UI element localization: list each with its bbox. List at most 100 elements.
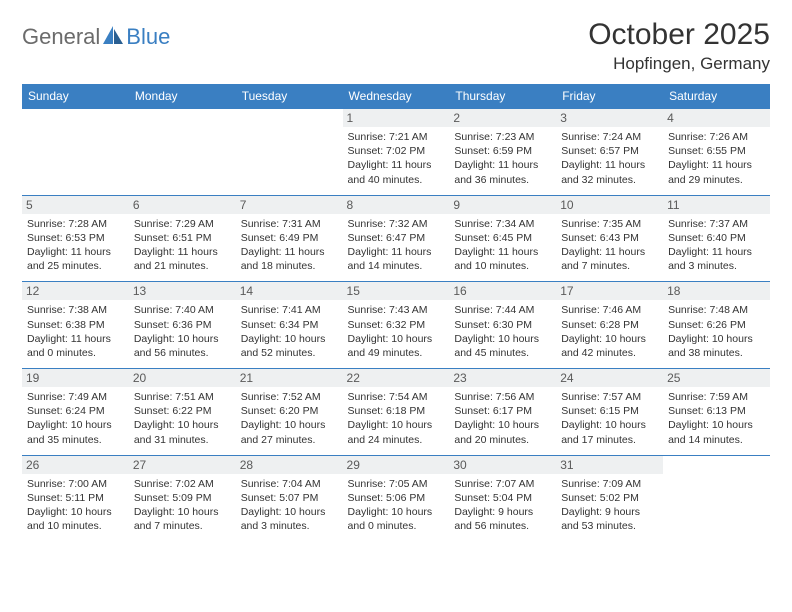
calendar-day-cell: 6 Sunrise: 7:29 AMSunset: 6:51 PMDaylight… [129,195,236,282]
calendar-day-cell: 7Sunrise: 7:31 AMSunset: 6:49 PMDaylight… [236,195,343,282]
calendar-day-cell: 9Sunrise: 7:34 AMSunset: 6:45 PMDaylight… [449,195,556,282]
day-details: Sunrise: 7:48 AMSunset: 6:26 PMDaylight:… [668,303,765,360]
weekday-header: Saturday [663,84,770,109]
day-number: 3 [556,109,663,127]
day-details: Sunrise: 7:24 AMSunset: 6:57 PMDaylight:… [561,130,658,187]
day-details: Sunrise: 7:57 AMSunset: 6:15 PMDaylight:… [561,390,658,447]
day-number: 8 [343,196,450,214]
calendar-day-cell: 23Sunrise: 7:56 AMSunset: 6:17 PMDayligh… [449,369,556,456]
calendar-day-cell: . [22,109,129,196]
calendar-day-cell: 25 Sunrise: 7:59 AMSunset: 6:13 PMDayligh… [663,369,770,456]
calendar-day-cell: 17 Sunrise: 7:46 AMSunset: 6:28 PMDayligh… [556,282,663,369]
calendar-day-cell: 14Sunrise: 7:41 AMSunset: 6:34 PMDayligh… [236,282,343,369]
calendar-day-cell: . [236,109,343,196]
day-number: 19 [22,369,129,387]
day-details: Sunrise: 7:26 AMSunset: 6:55 PMDaylight:… [668,130,765,187]
logo-sail-icon [103,26,123,44]
day-number: 21 [236,369,343,387]
day-number: 26 [22,456,129,474]
day-number: 29 [343,456,450,474]
calendar-day-cell: 16Sunrise: 7:44 AMSunset: 6:30 PMDayligh… [449,282,556,369]
calendar-day-cell: . [129,109,236,196]
calendar-day-cell: 24Sunrise: 7:57 AMSunset: 6:15 PMDayligh… [556,369,663,456]
day-details: Sunrise: 7:29 AMSunset: 6:51 PMDaylight:… [134,217,231,274]
calendar-day-cell: 19 Sunrise: 7:49 AMSunset: 6:24 PMDayligh… [22,369,129,456]
day-details: Sunrise: 7:38 AMSunset: 6:38 PMDaylight:… [27,303,124,360]
month-title: October 2025 [588,18,770,52]
weekday-header: Friday [556,84,663,109]
calendar-week-row: 5 Sunrise: 7:28 AMSunset: 6:53 PMDaylight… [22,195,770,282]
calendar-day-cell: . [663,455,770,541]
day-details: Sunrise: 7:21 AMSunset: 7:02 PMDaylight:… [348,130,445,187]
calendar-week-row: 26 Sunrise: 7:00 AMSunset: 5:11 PMDayligh… [22,455,770,541]
logo-text-general: General [22,24,100,50]
day-details: Sunrise: 7:32 AMSunset: 6:47 PMDaylight:… [348,217,445,274]
header: General Blue October 2025 Hopfingen, Ger… [22,18,770,74]
day-details: Sunrise: 7:46 AMSunset: 6:28 PMDaylight:… [561,303,658,360]
calendar-week-row: ...1Sunrise: 7:21 AMSunset: 7:02 PMDayli… [22,109,770,196]
day-details: Sunrise: 7:00 AMSunset: 5:11 PMDaylight:… [27,477,124,534]
day-details: Sunrise: 7:52 AMSunset: 6:20 PMDaylight:… [241,390,338,447]
day-number: 7 [236,196,343,214]
day-details: Sunrise: 7:35 AMSunset: 6:43 PMDaylight:… [561,217,658,274]
calendar-day-cell: 1 Sunrise: 7:21 AMSunset: 7:02 PMDaylight… [343,109,450,196]
day-number: 27 [129,456,236,474]
day-details: Sunrise: 7:37 AMSunset: 6:40 PMDaylight:… [668,217,765,274]
day-details: Sunrise: 7:49 AMSunset: 6:24 PMDaylight:… [27,390,124,447]
day-number: 15 [343,282,450,300]
day-details: Sunrise: 7:07 AMSunset: 5:04 PMDaylight:… [454,477,551,534]
day-details: Sunrise: 7:04 AMSunset: 5:07 PMDaylight:… [241,477,338,534]
day-number: 23 [449,369,556,387]
day-number: 6 [129,196,236,214]
calendar-day-cell: 20Sunrise: 7:51 AMSunset: 6:22 PMDayligh… [129,369,236,456]
day-details: Sunrise: 7:23 AMSunset: 6:59 PMDaylight:… [454,130,551,187]
day-details: Sunrise: 7:02 AMSunset: 5:09 PMDaylight:… [134,477,231,534]
day-number: 11 [663,196,770,214]
calendar-week-row: 19 Sunrise: 7:49 AMSunset: 6:24 PMDayligh… [22,369,770,456]
day-number: 1 [343,109,450,127]
day-number: 12 [22,282,129,300]
weekday-header: Tuesday [236,84,343,109]
day-number: 20 [129,369,236,387]
calendar-day-cell: 13Sunrise: 7:40 AMSunset: 6:36 PMDayligh… [129,282,236,369]
calendar-day-cell: 10 Sunrise: 7:35 AMSunset: 6:43 PMDayligh… [556,195,663,282]
day-details: Sunrise: 7:28 AMSunset: 6:53 PMDaylight:… [27,217,124,274]
day-details: Sunrise: 7:34 AMSunset: 6:45 PMDaylight:… [454,217,551,274]
calendar-day-cell: 27 Sunrise: 7:02 AMSunset: 5:09 PMDayligh… [129,455,236,541]
day-number: 5 [22,196,129,214]
weekday-header: Monday [129,84,236,109]
day-details: Sunrise: 7:59 AMSunset: 6:13 PMDaylight:… [668,390,765,447]
calendar-day-cell: 26 Sunrise: 7:00 AMSunset: 5:11 PMDayligh… [22,455,129,541]
calendar-day-cell: 15 Sunrise: 7:43 AMSunset: 6:32 PMDayligh… [343,282,450,369]
calendar-day-cell: 3 Sunrise: 7:24 AMSunset: 6:57 PMDaylight… [556,109,663,196]
day-details: Sunrise: 7:05 AMSunset: 5:06 PMDaylight:… [348,477,445,534]
day-details: Sunrise: 7:43 AMSunset: 6:32 PMDaylight:… [348,303,445,360]
day-number: 17 [556,282,663,300]
day-number: 4 [663,109,770,127]
day-details: Sunrise: 7:54 AMSunset: 6:18 PMDaylight:… [348,390,445,447]
calendar-day-cell: 31 Sunrise: 7:09 AMSunset: 5:02 PMDayligh… [556,455,663,541]
day-number: 14 [236,282,343,300]
calendar-day-cell: 22Sunrise: 7:54 AMSunset: 6:18 PMDayligh… [343,369,450,456]
calendar-day-cell: 2 Sunrise: 7:23 AMSunset: 6:59 PMDaylight… [449,109,556,196]
calendar-day-cell: 30 Sunrise: 7:07 AMSunset: 5:04 PMDayligh… [449,455,556,541]
calendar-week-row: 12 Sunrise: 7:38 AMSunset: 6:38 PMDayligh… [22,282,770,369]
day-number: 2 [449,109,556,127]
day-number: 31 [556,456,663,474]
calendar-body: ...1Sunrise: 7:21 AMSunset: 7:02 PMDayli… [22,109,770,542]
day-number: 30 [449,456,556,474]
weekday-header: Wednesday [343,84,450,109]
title-block: October 2025 Hopfingen, Germany [588,18,770,74]
weekday-header: Sunday [22,84,129,109]
day-number: 25 [663,369,770,387]
day-number: 10 [556,196,663,214]
calendar-day-cell: 11 Sunrise: 7:37 AMSunset: 6:40 PMDayligh… [663,195,770,282]
day-number: 16 [449,282,556,300]
weekday-header: Thursday [449,84,556,109]
location: Hopfingen, Germany [588,54,770,74]
calendar-day-cell: 12 Sunrise: 7:38 AMSunset: 6:38 PMDayligh… [22,282,129,369]
calendar-day-cell: 8 Sunrise: 7:32 AMSunset: 6:47 PMDaylight… [343,195,450,282]
day-number: 28 [236,456,343,474]
calendar-table: SundayMondayTuesdayWednesdayThursdayFrid… [22,84,770,541]
day-details: Sunrise: 7:09 AMSunset: 5:02 PMDaylight:… [561,477,658,534]
